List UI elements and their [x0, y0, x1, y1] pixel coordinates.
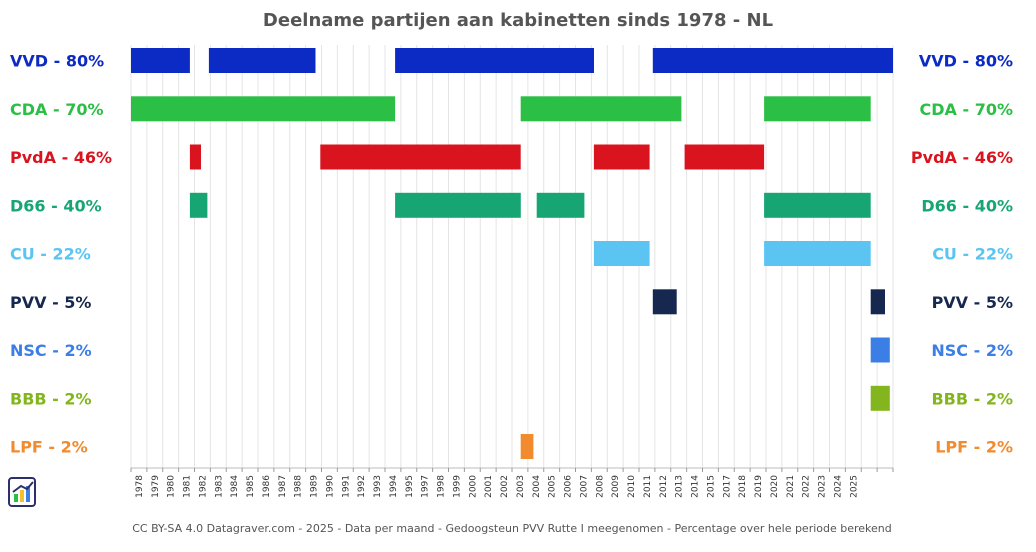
x-tick-label: 1979 [151, 475, 161, 498]
bar-cda-0 [131, 96, 396, 122]
x-tick-label: 1998 [437, 475, 447, 498]
bar-vvd-0 [131, 48, 190, 73]
x-tick-label: 2005 [548, 475, 558, 498]
label-left-bbb: BBB - 2% [10, 389, 92, 408]
x-tick-label: 2002 [500, 475, 510, 498]
x-tick-label: 2021 [786, 475, 796, 498]
x-tick-label: 1981 [183, 475, 193, 498]
bar-pvda-2 [593, 144, 650, 170]
x-tick-label: 2007 [579, 475, 589, 498]
x-tick-label: 1994 [389, 475, 399, 498]
bar-cu-1 [764, 241, 871, 266]
bar-cda-2 [764, 96, 871, 122]
x-tick-label: 1982 [198, 475, 208, 498]
x-tick-label: 2024 [833, 475, 843, 498]
x-tick-label: 2003 [516, 475, 526, 498]
bar-pvda-1 [320, 144, 521, 170]
x-tick-label: 2010 [627, 475, 637, 498]
label-right-cda: CDA - 70% [920, 100, 1013, 119]
bar-vvd-2 [395, 48, 594, 73]
label-right-d66: D66 - 40% [921, 196, 1013, 215]
bar-cda-1 [520, 96, 682, 122]
x-tick-label: 2001 [484, 475, 494, 498]
bar-lpf-0 [520, 434, 534, 459]
x-tick-label: 1986 [262, 475, 272, 498]
bar-d66-1 [395, 192, 521, 218]
x-tick-label: 2019 [754, 475, 764, 498]
x-tick-label: 1989 [310, 475, 320, 498]
x-tick-label: 2011 [643, 475, 653, 498]
x-tick-label: 1999 [452, 475, 462, 498]
x-tick-label: 2000 [468, 475, 478, 498]
x-tick-label: 2018 [738, 475, 748, 498]
label-left-d66: D66 - 40% [10, 196, 102, 215]
bar-pvv-1 [870, 289, 885, 315]
x-tick-label: 2008 [595, 475, 605, 498]
bar-d66-2 [536, 192, 585, 218]
label-right-pvv: PVV - 5% [932, 293, 1013, 312]
bar-cu-0 [593, 241, 650, 266]
x-tick-label: 1987 [278, 475, 288, 498]
x-tick-label: 1990 [325, 475, 335, 498]
x-tick-label: 1983 [214, 475, 224, 498]
bar-d66-0 [189, 192, 208, 218]
label-right-bbb: BBB - 2% [931, 389, 1013, 408]
bar-vvd-3 [652, 48, 893, 73]
x-tick-label: 1992 [357, 475, 367, 498]
label-right-vvd: VVD - 80% [919, 52, 1013, 71]
x-tick-label: 2012 [659, 475, 669, 498]
label-left-vvd: VVD - 80% [10, 52, 104, 71]
chart-title: Deelname partijen aan kabinetten sinds 1… [263, 10, 773, 31]
label-left-pvda: PvdA - 46% [10, 148, 112, 167]
bar-d66-3 [764, 192, 871, 218]
label-left-cu: CU - 22% [10, 245, 91, 264]
party-labels: VVD - 80% VVD - 80% CDA - 70% CDA - 70% PvdA… [10, 52, 1013, 457]
x-tick-label: 1991 [341, 475, 351, 498]
bar-vvd-1 [208, 48, 316, 73]
label-right-cu: CU - 22% [932, 245, 1013, 264]
x-tick-label: 2025 [849, 475, 859, 498]
bar-pvv-0 [652, 289, 677, 315]
datagraver-logo-icon [8, 477, 36, 507]
x-tick-label: 1978 [135, 475, 145, 498]
label-left-cda: CDA - 70% [10, 100, 103, 119]
x-tick-label: 2013 [675, 475, 685, 498]
x-tick-label: 2014 [691, 475, 701, 498]
bar-nsc-0 [870, 337, 890, 363]
x-tick-label: 2006 [564, 475, 574, 498]
x-tick-label: 1993 [373, 475, 383, 498]
bar-pvda-3 [684, 144, 765, 170]
x-tick-label: 2004 [532, 475, 542, 498]
x-tick-label: 2009 [611, 475, 621, 498]
x-axis-ticks: 1978 1979 1980 1981 1982 1983 1984 1985 1986 1987… [130, 468, 894, 498]
bar-pvda-0 [189, 144, 201, 170]
footer-credit: CC BY-SA 4.0 Datagraver.com - 2025 - Dat… [132, 522, 892, 535]
x-tick-label: 2020 [770, 475, 780, 498]
bar-bbb-0 [870, 385, 890, 411]
x-tick-label: 1997 [421, 475, 431, 498]
label-left-nsc: NSC - 2% [10, 341, 92, 360]
x-tick-label: 1995 [405, 475, 415, 498]
x-tick-label: 2022 [802, 475, 812, 498]
label-right-nsc: NSC - 2% [931, 341, 1013, 360]
label-right-lpf: LPF - 2% [935, 438, 1013, 457]
x-tick-label: 2023 [818, 475, 828, 498]
x-tick-label: 2017 [722, 475, 732, 498]
bars [131, 48, 893, 459]
x-tick-label: 2015 [706, 475, 716, 498]
x-tick-label: 1985 [246, 475, 256, 498]
x-tick-label: 1984 [230, 475, 240, 498]
x-tick-label: 1988 [294, 475, 304, 498]
label-right-pvda: PvdA - 46% [911, 148, 1013, 167]
label-left-pvv: PVV - 5% [10, 293, 91, 312]
label-left-lpf: LPF - 2% [10, 438, 88, 457]
x-tick-label: 1980 [167, 475, 177, 498]
